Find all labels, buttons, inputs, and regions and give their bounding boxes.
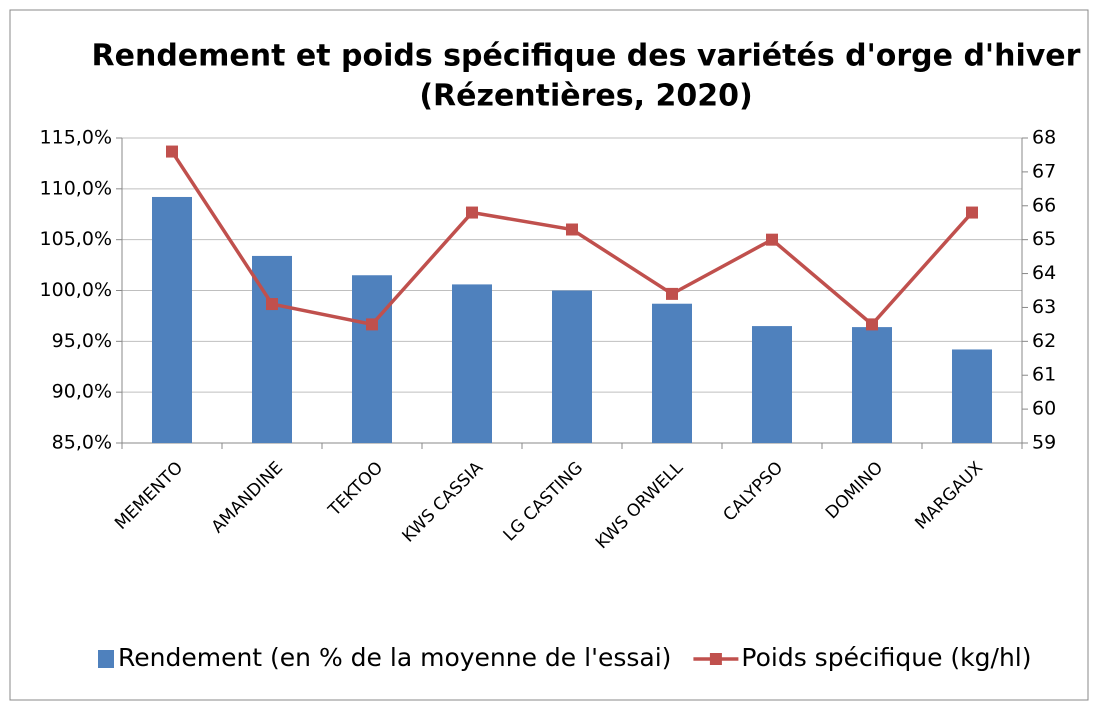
y2-tick-label: 68 [1032, 127, 1056, 149]
y2-tick-label: 61 [1032, 364, 1056, 386]
bar [652, 303, 692, 443]
y2-tick-label: 67 [1032, 160, 1056, 182]
chart-title: (Rézentières, 2020) [419, 79, 752, 114]
marker [266, 298, 278, 311]
marker [366, 318, 378, 331]
legend-label: Poids spécifique (kg/hl) [741, 643, 1031, 672]
bar [252, 255, 292, 443]
marker [966, 206, 978, 219]
y2-tick-label: 62 [1032, 330, 1056, 352]
marker [166, 145, 178, 158]
y-tick-label: 95,0% [52, 330, 112, 352]
legend-marker [709, 653, 722, 665]
marker [866, 318, 878, 331]
marker [766, 233, 778, 246]
y-tick-label: 100,0% [40, 279, 112, 301]
y-tick-label: 85,0% [52, 432, 112, 454]
bar [952, 349, 992, 443]
y2-tick-label: 66 [1032, 194, 1056, 216]
y-tick-label: 115,0% [40, 127, 112, 149]
y2-tick-label: 59 [1032, 432, 1056, 454]
bar [152, 196, 192, 443]
bar [552, 290, 592, 443]
y2-tick-label: 63 [1032, 296, 1056, 318]
legend-label: Rendement (en % de la moyenne de l'essai… [118, 643, 671, 672]
y-tick-label: 90,0% [52, 381, 112, 403]
marker [466, 206, 478, 219]
y2-tick-label: 65 [1032, 228, 1056, 250]
bar [352, 275, 392, 443]
bar [452, 284, 492, 443]
marker [566, 223, 578, 236]
y2-tick-label: 64 [1032, 262, 1056, 284]
y-tick-label: 105,0% [40, 228, 112, 250]
y2-tick-label: 60 [1032, 398, 1056, 420]
bar [752, 326, 792, 443]
legend-swatch [98, 650, 114, 668]
bar [852, 327, 892, 443]
y-tick-label: 110,0% [40, 177, 112, 199]
marker [666, 287, 678, 300]
chart-title: Rendement et poids spécifique des variét… [92, 39, 1081, 74]
